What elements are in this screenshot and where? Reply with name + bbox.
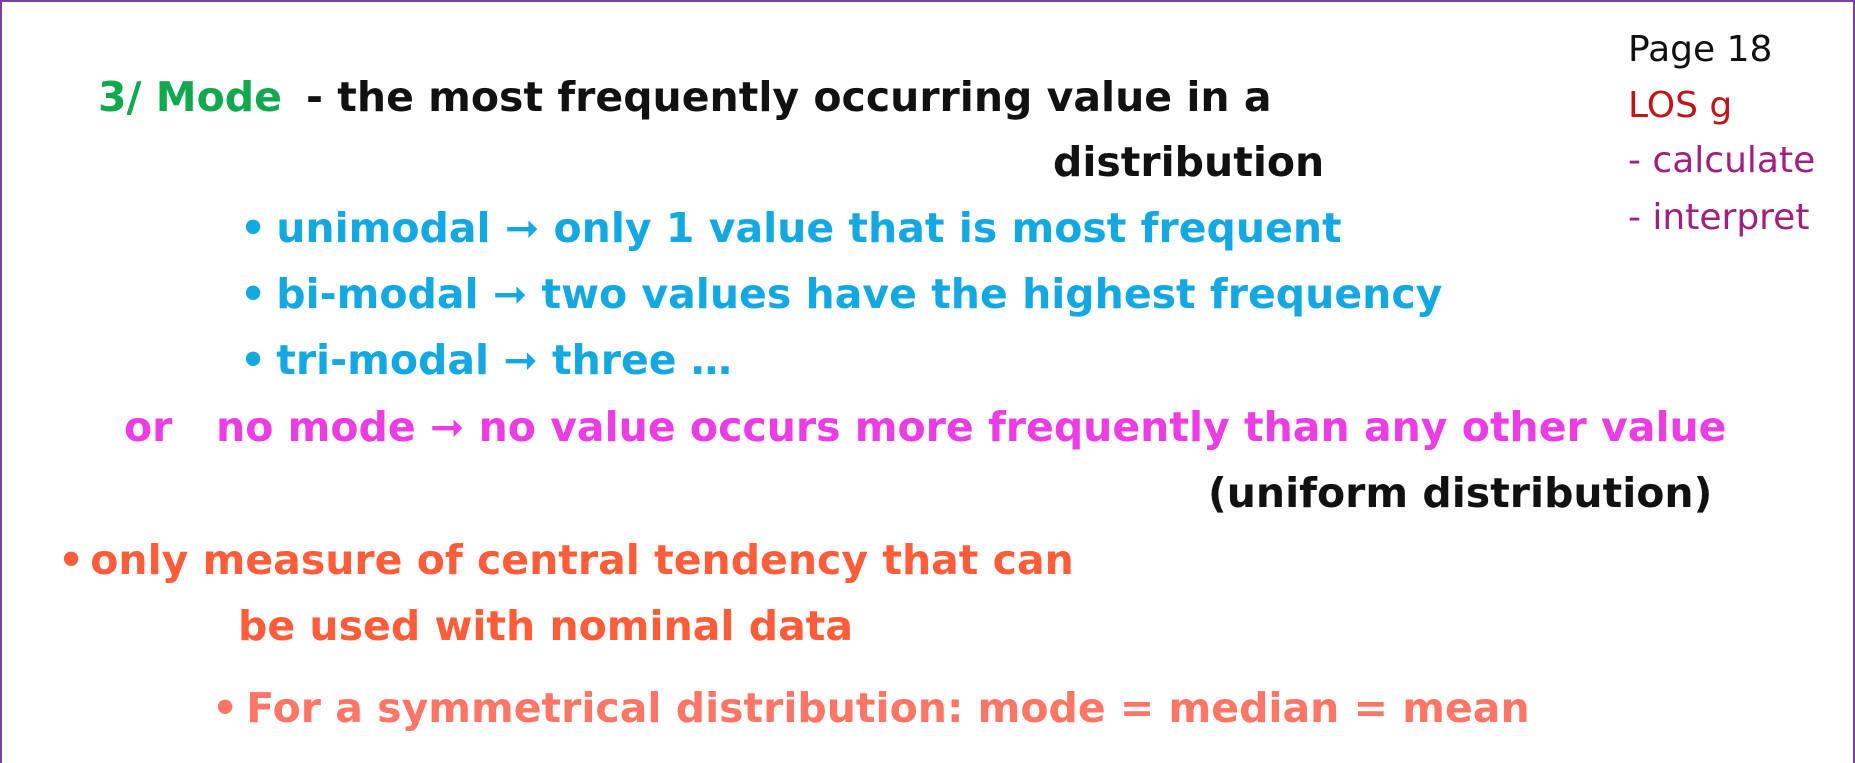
bullet-icon: • — [240, 270, 267, 318]
nominal-line1: • only measure of central tendency that c… — [58, 540, 1074, 581]
no-mode-text: no mode ➞ no value occurs more frequentl… — [216, 403, 1727, 451]
list-item-bimodal: • bi-modal ➞ two values have the highest … — [240, 274, 1442, 315]
no-mode-prefix: or — [124, 403, 173, 451]
unimodal-text: unimodal ➞ only 1 value that is most fre… — [276, 204, 1342, 252]
bullet-icon: • — [240, 336, 267, 384]
symmetry-note: • For a symmetrical distribution: mode = … — [212, 688, 1530, 729]
bimodal-text: bi-modal ➞ two values have the highest f… — [276, 270, 1443, 318]
bullet-icon: • — [212, 684, 239, 732]
bullet-icon: • — [240, 204, 267, 252]
mode-definition-line2: distribution — [1053, 138, 1325, 186]
uniform-distribution-note: (uniform distribution) — [1208, 469, 1713, 517]
bullet-icon: • — [58, 536, 85, 584]
los-item-calculate: - calculate — [1628, 140, 1816, 181]
nominal-text-line1: only measure of central tendency that ca… — [90, 536, 1074, 584]
los-item-interpret: - interpret — [1628, 197, 1810, 238]
nominal-line2: be used with nominal data — [238, 602, 854, 650]
los-label: LOS g — [1628, 85, 1733, 126]
mode-heading-label: 3/ Mode — [98, 73, 282, 121]
mode-definition-line1: - the most frequently occurring value in… — [306, 73, 1272, 121]
trimodal-text: tri-modal ➞ three … — [276, 336, 732, 384]
page-number: Page 18 — [1628, 29, 1773, 70]
list-item-unimodal: • unimodal ➞ only 1 value that is most fr… — [240, 208, 1342, 249]
list-item-trimodal: • tri-modal ➞ three … — [240, 340, 732, 381]
symmetry-text: For a symmetrical distribution: mode = m… — [246, 684, 1530, 732]
